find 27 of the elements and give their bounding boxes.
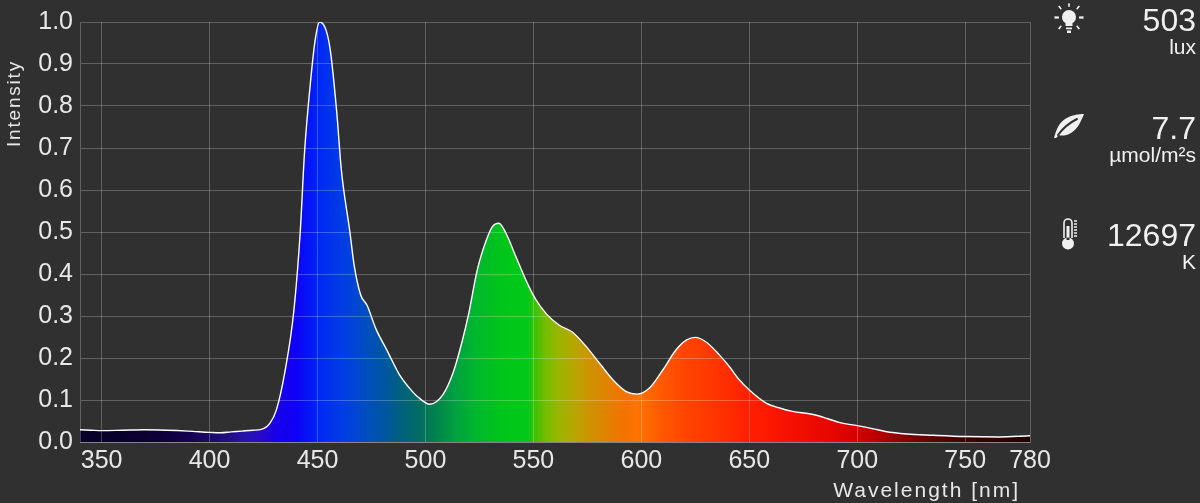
x-axis-title: Wavelength [nm] — [833, 478, 1020, 501]
x-tick-label: 500 — [404, 444, 447, 473]
text: K — [1181, 250, 1196, 273]
x-tick-label: 650 — [728, 444, 771, 473]
y-tick-label: 0.4 — [38, 257, 74, 286]
y-tick-label: 0.1 — [38, 383, 73, 412]
x-tick-label: 700 — [836, 444, 879, 473]
text: 12697 — [1107, 217, 1196, 253]
y-tick-label: 0.9 — [38, 47, 73, 76]
y-axis-title: Intensity — [3, 60, 24, 147]
y-tick-label: 0.6 — [38, 173, 73, 202]
text: 503 — [1142, 2, 1196, 38]
y-tick-label: 0.5 — [38, 215, 73, 244]
y-tick-label: 0.0 — [38, 425, 73, 454]
x-tick-label: 550 — [512, 444, 555, 473]
x-tick-label: 450 — [296, 444, 339, 473]
y-tick-label: 0.7 — [38, 131, 73, 160]
text: lux — [1169, 35, 1196, 58]
x-tick-label: 780 — [1009, 444, 1051, 473]
x-tick-label: 750 — [944, 444, 987, 473]
x-tick-label: 400 — [188, 444, 231, 473]
y-tick-label: 0.3 — [38, 299, 73, 328]
y-tick-label: 1.0 — [38, 5, 73, 34]
x-tick-label: 350 — [80, 444, 123, 473]
y-tick-label: 0.2 — [38, 341, 73, 370]
y-tick-label: 0.8 — [38, 89, 73, 118]
x-tick-label: 600 — [620, 444, 663, 473]
